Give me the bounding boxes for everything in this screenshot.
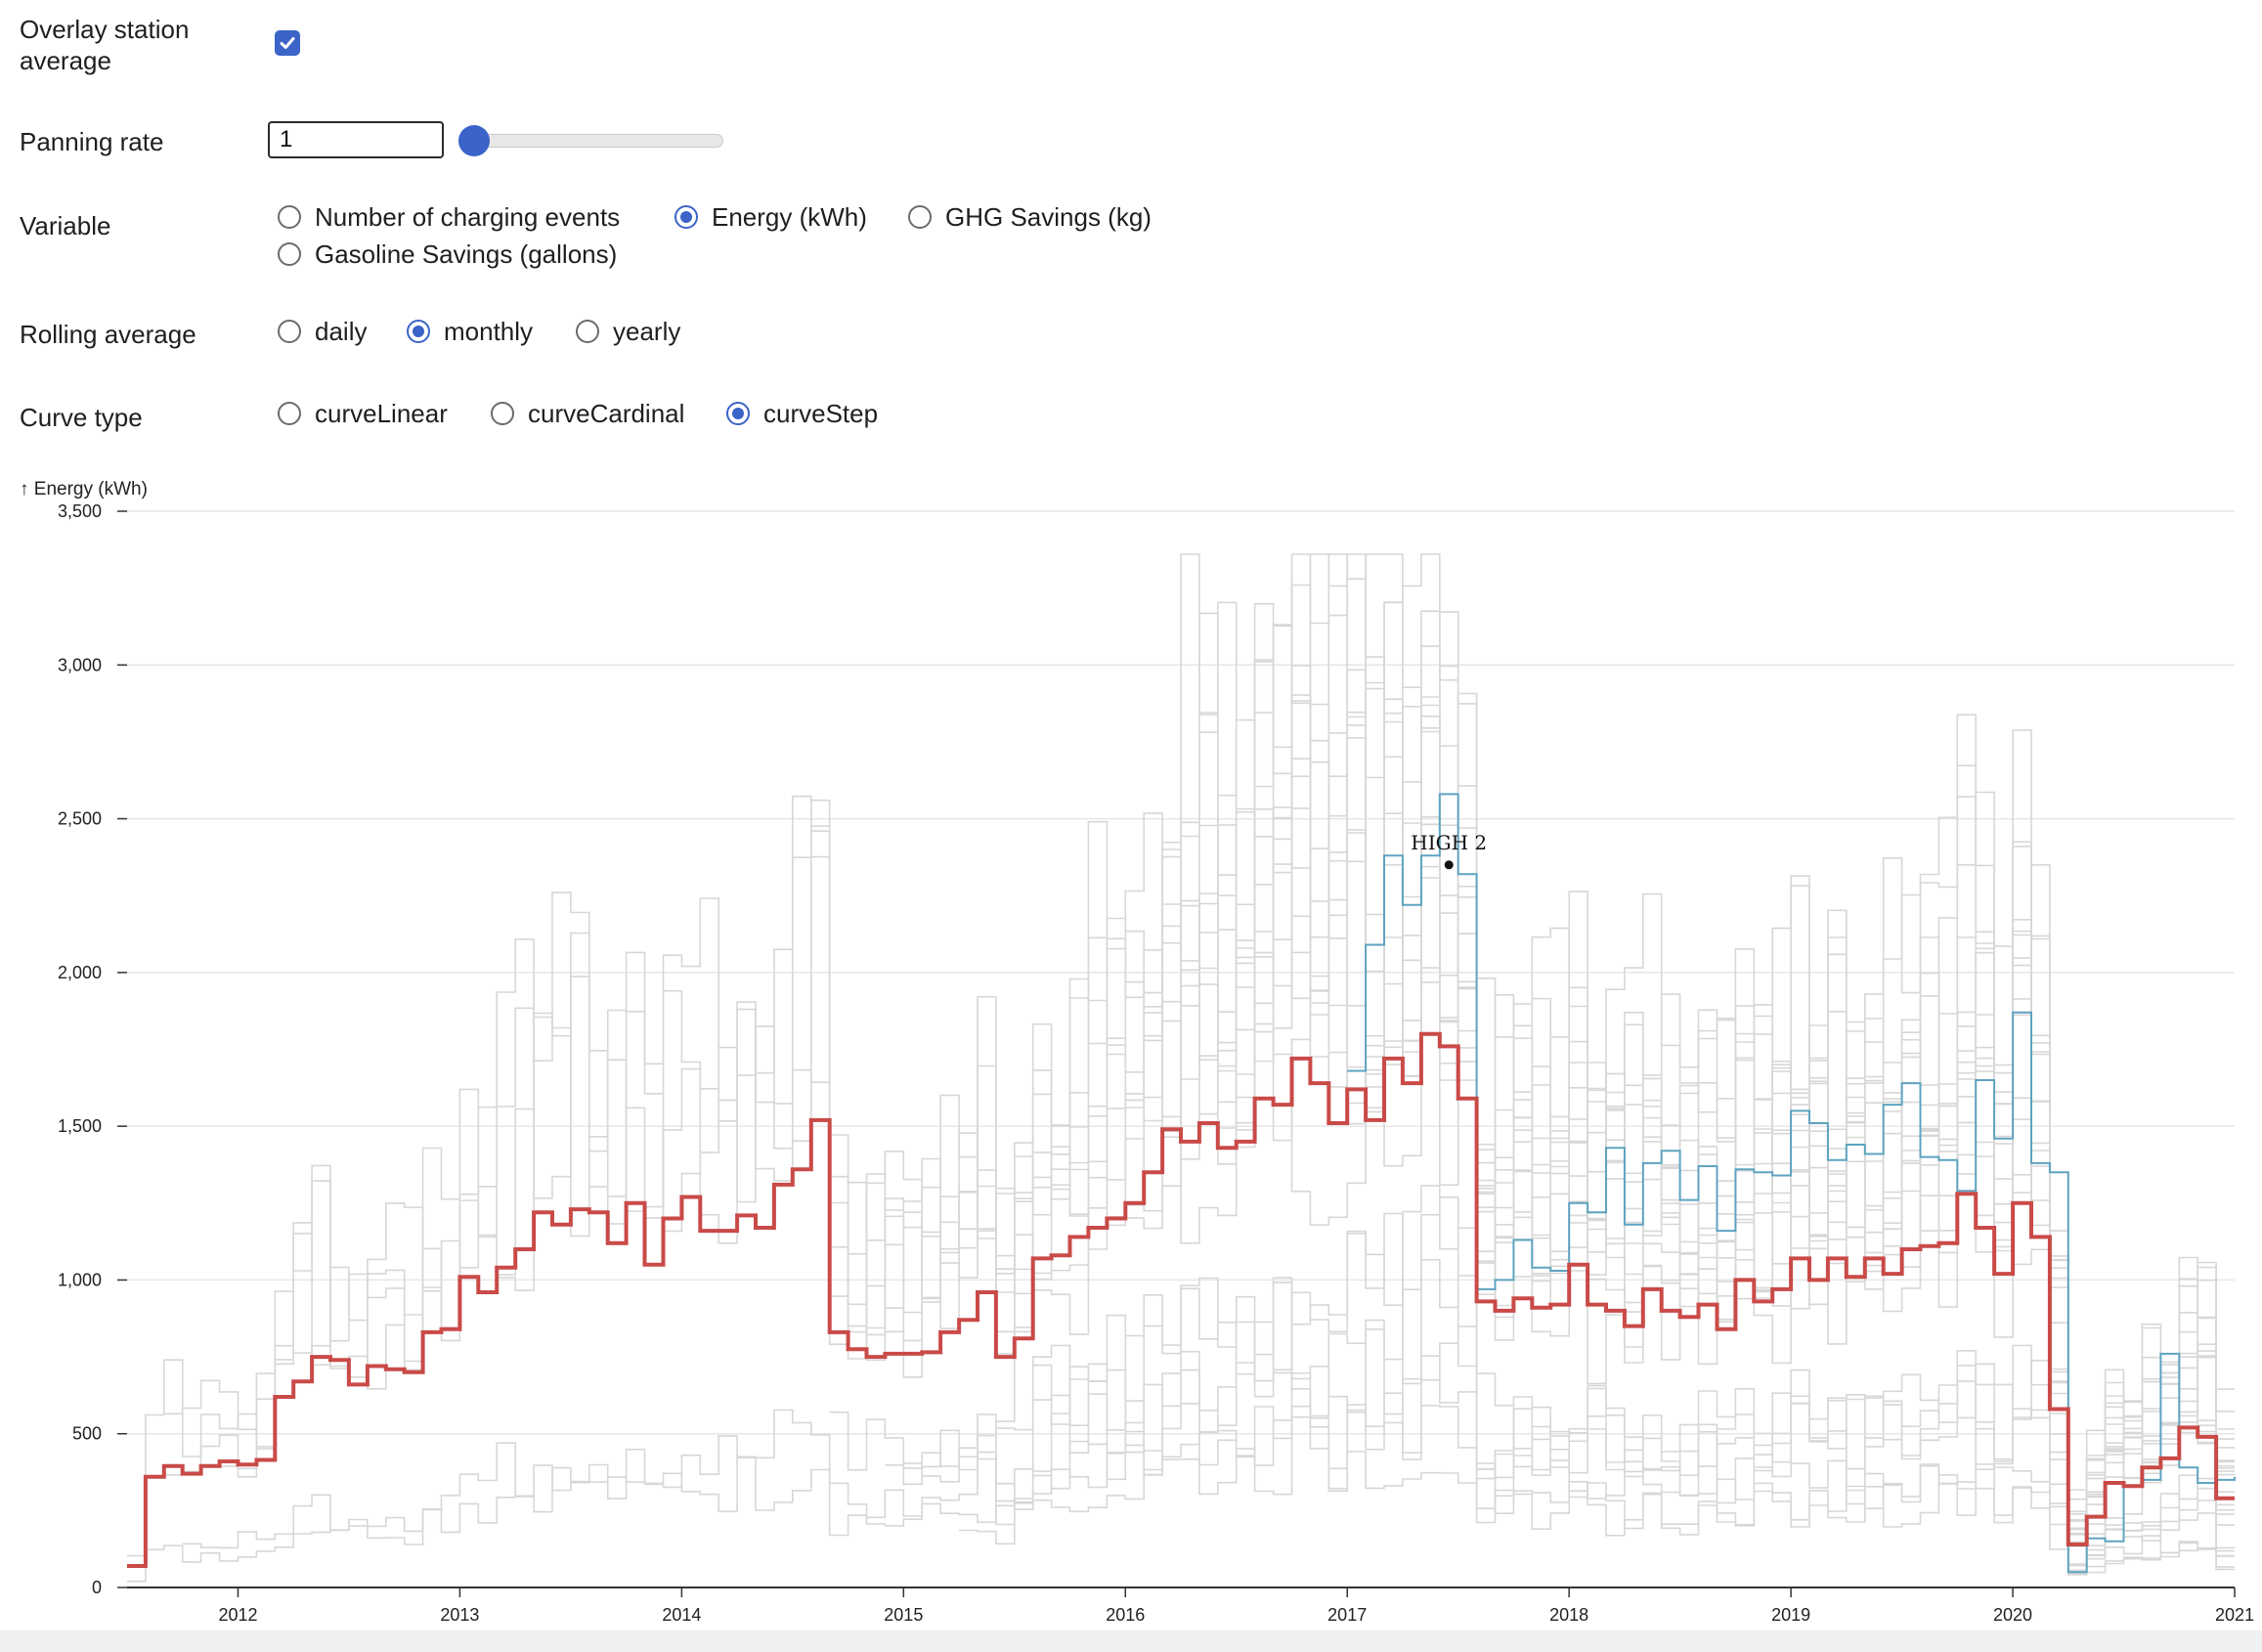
x-tick-label: 2017	[1327, 1605, 1367, 1625]
annotation: HIGH 2	[1411, 831, 1487, 870]
station-line	[885, 1258, 2235, 1567]
overlay-checkbox[interactable]	[275, 30, 300, 56]
rolling-option-label: yearly	[613, 317, 681, 346]
x-tick-label: 2019	[1771, 1605, 1810, 1625]
variable-option-gasoline[interactable]: Gasoline Savings (gallons)	[278, 239, 617, 270]
variable-radio-events[interactable]	[278, 205, 301, 229]
variable-option-ghg[interactable]: GHG Savings (kg)	[908, 201, 1152, 233]
bottom-scroll-bar	[0, 1630, 2262, 1652]
rolling-radio-yearly[interactable]	[576, 320, 599, 343]
variable-option-label: Energy (kWh)	[712, 202, 867, 232]
station-line	[995, 694, 2235, 1535]
variable-radio-gasoline[interactable]	[278, 242, 301, 266]
series-lines	[127, 793, 2236, 1574]
checkmark-icon	[280, 37, 295, 49]
variable-option-energy[interactable]: Energy (kWh)	[674, 201, 867, 233]
curve-radio-linear[interactable]	[278, 402, 301, 425]
curve-option-label: curveStep	[763, 399, 879, 428]
rolling-option-label: daily	[315, 317, 368, 346]
y-tick-label: 2,000	[58, 963, 102, 982]
curve-option-step[interactable]: curveStep	[726, 398, 878, 429]
annotation-point	[1444, 860, 1454, 870]
rolling-average-label: Rolling average	[20, 320, 196, 349]
station-line	[127, 1404, 2235, 1583]
curve-option-cardinal[interactable]: curveCardinal	[491, 398, 684, 429]
x-tick-label: 2015	[884, 1605, 923, 1625]
variable-radio-energy[interactable]	[674, 205, 698, 229]
station-line	[219, 610, 2235, 1531]
panning-rate-slider[interactable]	[459, 134, 723, 148]
curve-option-label: curveLinear	[315, 399, 448, 428]
rolling-radio-daily[interactable]	[278, 320, 301, 343]
panning-rate-input[interactable]	[268, 121, 444, 158]
station-lines	[127, 553, 2235, 1583]
y-tick-label: 1,500	[58, 1116, 102, 1136]
x-tick-label: 2012	[218, 1605, 257, 1625]
station-line	[829, 1185, 2235, 1567]
variable-option-label: Number of charging events	[315, 202, 621, 232]
y-axis-label: ↑ Energy (kWh)	[20, 479, 148, 500]
curve-option-label: curveCardinal	[528, 399, 685, 428]
panning-rate-label: Panning rate	[20, 127, 164, 156]
average-series-line[interactable]	[127, 1031, 2235, 1568]
variable-radio-ghg[interactable]	[908, 205, 932, 229]
annotation-label: HIGH 2	[1411, 831, 1487, 854]
variable-option-label: GHG Savings (kg)	[945, 202, 1152, 232]
x-tick-label: 2013	[440, 1605, 479, 1625]
y-tick-label: 2,500	[58, 809, 102, 829]
variable-option-events[interactable]: Number of charging events	[278, 201, 620, 233]
overlay-label: Overlay station average	[20, 15, 190, 75]
x-tick-label: 2018	[1549, 1605, 1588, 1625]
station-line	[995, 951, 2235, 1546]
curve-radio-cardinal[interactable]	[491, 402, 514, 425]
rolling-radio-monthly[interactable]	[407, 320, 430, 343]
rolling-option-yearly[interactable]: yearly	[576, 316, 680, 347]
station-line	[810, 665, 2235, 1530]
curve-option-linear[interactable]: curveLinear	[278, 398, 448, 429]
controls-panel: Overlay station average Panning rate Var…	[0, 0, 2262, 459]
x-tick-label: 2021	[2215, 1605, 2254, 1625]
station-line	[182, 1355, 2235, 1576]
axes: 0 500 1,000 1,500 2,000 2,500 3,000 3,500 2012 20…	[58, 501, 2254, 1625]
energy-chart[interactable]: 0 500 1,000 1,500 2,000 2,500 3,000 3,500 2012 20…	[0, 459, 2262, 1630]
curve-radio-step[interactable]	[726, 402, 750, 425]
y-tick-label: 3,000	[58, 655, 102, 674]
variable-label: Variable	[20, 211, 111, 240]
rolling-option-daily[interactable]: daily	[278, 316, 367, 347]
rolling-option-monthly[interactable]: monthly	[407, 316, 533, 347]
panning-rate-slider-thumb[interactable]	[458, 125, 490, 156]
y-tick-label: 0	[92, 1578, 102, 1597]
x-tick-label: 2014	[662, 1605, 701, 1625]
x-tick-label: 2020	[1993, 1605, 2032, 1625]
variable-option-label: Gasoline Savings (gallons)	[315, 239, 618, 269]
y-tick-label: 3,500	[58, 501, 102, 521]
curve-type-label: Curve type	[20, 403, 143, 432]
rolling-option-label: monthly	[444, 317, 534, 346]
station-line	[1217, 553, 2235, 1536]
y-tick-label: 500	[72, 1424, 102, 1444]
y-tick-label: 1,000	[58, 1270, 102, 1289]
station-line	[959, 1415, 2235, 1575]
x-tick-label: 2016	[1106, 1605, 1145, 1625]
